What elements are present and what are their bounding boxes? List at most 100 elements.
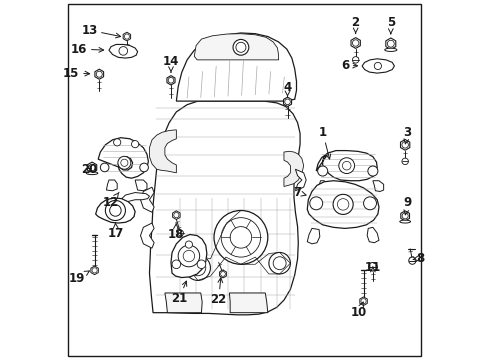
- Polygon shape: [91, 266, 98, 275]
- Polygon shape: [306, 181, 378, 228]
- Circle shape: [121, 159, 128, 166]
- Circle shape: [119, 46, 127, 55]
- Circle shape: [178, 230, 183, 236]
- Circle shape: [214, 211, 267, 264]
- Circle shape: [367, 166, 377, 176]
- Circle shape: [124, 49, 129, 54]
- Text: 20: 20: [81, 163, 98, 176]
- Polygon shape: [96, 198, 135, 223]
- Polygon shape: [400, 139, 409, 150]
- Text: 2: 2: [351, 17, 359, 33]
- Polygon shape: [284, 151, 303, 186]
- Circle shape: [363, 197, 376, 210]
- Polygon shape: [366, 227, 378, 243]
- Polygon shape: [317, 181, 327, 192]
- Polygon shape: [95, 69, 103, 79]
- Polygon shape: [219, 270, 226, 278]
- Polygon shape: [109, 44, 137, 58]
- Text: 4: 4: [283, 81, 291, 97]
- Polygon shape: [140, 187, 154, 212]
- Polygon shape: [295, 169, 305, 191]
- Polygon shape: [135, 180, 147, 191]
- Polygon shape: [166, 76, 175, 85]
- Polygon shape: [140, 223, 154, 248]
- Polygon shape: [122, 193, 149, 202]
- Text: 19: 19: [68, 271, 89, 285]
- Circle shape: [342, 161, 350, 170]
- Circle shape: [185, 255, 210, 280]
- Circle shape: [172, 260, 180, 269]
- Text: 16: 16: [71, 42, 103, 55]
- Polygon shape: [283, 97, 291, 107]
- Polygon shape: [149, 101, 300, 315]
- Polygon shape: [306, 228, 319, 244]
- Circle shape: [194, 264, 201, 271]
- Polygon shape: [172, 211, 180, 220]
- Circle shape: [332, 194, 352, 215]
- Circle shape: [401, 158, 407, 165]
- Polygon shape: [362, 59, 394, 73]
- Circle shape: [100, 163, 109, 172]
- Circle shape: [273, 257, 285, 270]
- Polygon shape: [316, 150, 376, 181]
- Ellipse shape: [384, 48, 396, 51]
- Text: 5: 5: [386, 17, 394, 34]
- Polygon shape: [123, 32, 130, 41]
- Polygon shape: [359, 297, 366, 306]
- Text: 10: 10: [350, 302, 366, 319]
- Polygon shape: [194, 34, 278, 60]
- Circle shape: [109, 205, 121, 216]
- Ellipse shape: [399, 220, 410, 223]
- Circle shape: [338, 158, 354, 174]
- Circle shape: [408, 257, 415, 264]
- Polygon shape: [164, 293, 202, 313]
- Polygon shape: [372, 181, 383, 192]
- Text: 21: 21: [171, 281, 187, 305]
- Text: 1: 1: [318, 126, 330, 159]
- Circle shape: [221, 218, 260, 257]
- Circle shape: [317, 166, 327, 176]
- Polygon shape: [176, 33, 296, 101]
- Polygon shape: [229, 293, 267, 313]
- Text: 13: 13: [81, 24, 121, 38]
- Circle shape: [178, 245, 199, 267]
- Text: 12: 12: [103, 192, 119, 209]
- Circle shape: [131, 140, 139, 148]
- Circle shape: [197, 260, 205, 269]
- Polygon shape: [350, 38, 360, 48]
- Circle shape: [190, 260, 205, 276]
- Polygon shape: [385, 38, 395, 49]
- Circle shape: [309, 197, 322, 210]
- Circle shape: [105, 201, 125, 221]
- Circle shape: [233, 40, 248, 55]
- Circle shape: [140, 163, 148, 172]
- Circle shape: [368, 262, 376, 271]
- Circle shape: [352, 57, 358, 63]
- Circle shape: [113, 139, 121, 146]
- Circle shape: [235, 42, 245, 52]
- Circle shape: [185, 241, 192, 248]
- Circle shape: [230, 226, 251, 248]
- Circle shape: [118, 156, 131, 169]
- Text: 3: 3: [403, 126, 411, 144]
- Text: 9: 9: [403, 197, 411, 215]
- Text: 15: 15: [63, 67, 89, 80]
- Circle shape: [183, 250, 194, 262]
- Polygon shape: [400, 211, 408, 221]
- Text: 8: 8: [412, 252, 423, 265]
- Text: 14: 14: [163, 55, 179, 72]
- Text: 17: 17: [108, 223, 124, 240]
- Polygon shape: [98, 138, 148, 178]
- Text: 7: 7: [292, 186, 305, 199]
- Polygon shape: [149, 130, 176, 173]
- Text: 18: 18: [167, 224, 183, 242]
- Text: 22: 22: [210, 278, 226, 306]
- Text: 11: 11: [364, 261, 380, 274]
- Ellipse shape: [86, 172, 98, 175]
- Text: 6: 6: [340, 59, 357, 72]
- Circle shape: [337, 199, 348, 210]
- Polygon shape: [106, 180, 117, 191]
- Polygon shape: [87, 162, 97, 173]
- Circle shape: [373, 62, 381, 69]
- Circle shape: [268, 252, 290, 274]
